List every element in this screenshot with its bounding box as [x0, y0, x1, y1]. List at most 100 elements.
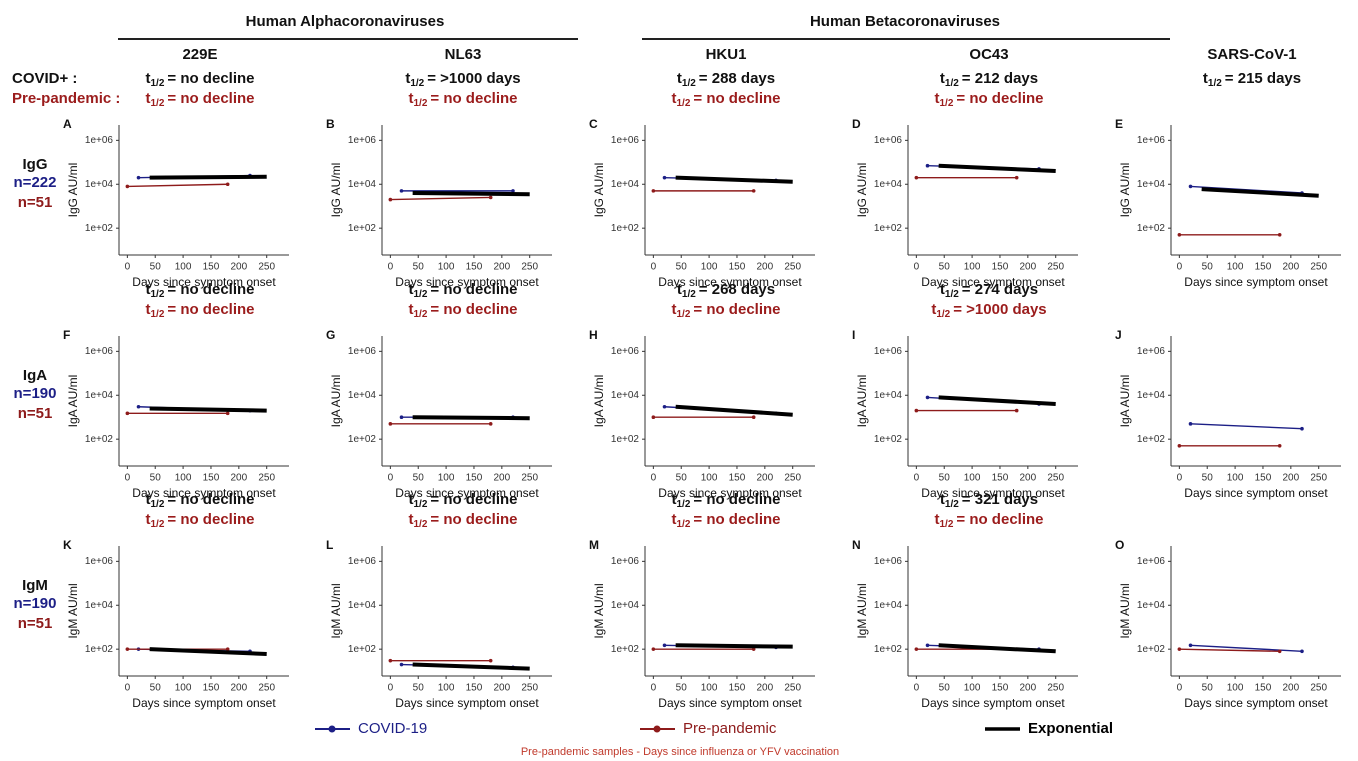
x-tick-label: 100 [1227, 262, 1244, 273]
x-tick-label: 250 [1047, 683, 1064, 694]
x-tick-label: 150 [203, 473, 220, 484]
legend-label: COVID-19 [358, 720, 427, 737]
y-tick-label: 1e+02 [348, 644, 377, 655]
panel-title: OC43 [969, 46, 1008, 63]
half-life-symbol: t [145, 70, 150, 87]
x-tick-label: 50 [1202, 683, 1214, 694]
y-tick-label: 1e+04 [348, 390, 377, 401]
x-tick-label: 150 [466, 683, 483, 694]
row-n-prepandemic: n=51 [18, 405, 53, 422]
x-tick-label: 100 [701, 683, 718, 694]
y-tick-label: 1e+04 [874, 600, 903, 611]
x-tick-label: 100 [438, 683, 455, 694]
x-tick-label: 250 [784, 473, 801, 484]
x-tick-label: 200 [230, 262, 247, 273]
half-life-value: = no decline [167, 511, 254, 528]
y-tick-label: 1e+06 [874, 135, 903, 146]
half-life-value: = 268 days [699, 281, 775, 298]
half-life-subscript: 1/2 [413, 519, 427, 530]
half-life: t1/2 = no decline [671, 511, 780, 530]
x-axis-label: Days since symptom onset [1184, 275, 1328, 289]
x-tick-label: 200 [1282, 473, 1299, 484]
y-axis-label: IgA AU/ml [855, 375, 869, 428]
x-tick-label: 50 [150, 683, 162, 694]
half-life-value: = no decline [430, 90, 517, 107]
half-life: t1/2 = no decline [145, 301, 254, 320]
x-tick-label: 100 [1227, 473, 1244, 484]
half-life-symbol: t [677, 70, 682, 87]
prepandemic-point [1177, 232, 1182, 237]
half-life: t1/2 = 215 days [1203, 70, 1301, 89]
half-life-symbol: t [145, 90, 150, 107]
x-tick-label: 50 [676, 473, 688, 484]
covid-point [1188, 184, 1193, 189]
panel-letter: E [1115, 117, 1123, 131]
row-header-covid: COVID+ : [12, 70, 77, 87]
half-life: t1/2 = >1000 days [931, 301, 1046, 320]
x-tick-label: 50 [413, 262, 425, 273]
half-life: t1/2 = 288 days [677, 70, 775, 89]
prepandemic-point [751, 415, 756, 420]
x-tick-label: 0 [1177, 262, 1183, 273]
prepandemic-point [751, 647, 756, 651]
covid-point [1188, 422, 1193, 426]
half-life-subscript: 1/2 [150, 309, 164, 320]
fit-line [938, 163, 1056, 174]
half-life-subscript: 1/2 [150, 499, 164, 510]
covid-line [1190, 423, 1303, 430]
half-life-value: = 215 days [1225, 70, 1301, 87]
x-tick-label: 150 [203, 683, 220, 694]
x-tick-label: 200 [1282, 683, 1299, 694]
row-header-prepandemic: Pre-pandemic : [12, 90, 120, 107]
x-tick-label: 150 [992, 683, 1009, 694]
half-life-subscript: 1/2 [682, 289, 696, 300]
y-tick-label: 1e+02 [85, 434, 114, 445]
y-tick-label: 1e+04 [348, 179, 377, 190]
prepandemic-point [1277, 649, 1282, 654]
x-tick-label: 100 [438, 262, 455, 273]
x-tick-label: 150 [992, 262, 1009, 273]
prepandemic-point [914, 408, 919, 413]
x-tick-label: 250 [1310, 262, 1327, 273]
x-tick-label: 150 [729, 262, 746, 273]
y-tick-label: 1e+04 [85, 600, 114, 611]
y-tick-label: 1e+06 [348, 556, 377, 567]
half-life-symbol: t [934, 511, 939, 528]
y-tick-label: 1e+02 [611, 223, 640, 234]
prepandemic-point [225, 411, 230, 416]
row-n-prepandemic: n=51 [18, 615, 53, 632]
prepandemic-point [125, 184, 130, 189]
y-tick-label: 1e+06 [348, 346, 377, 357]
row-n-covid: n=222 [14, 174, 57, 191]
prepandemic-point [751, 189, 756, 193]
fit-line [938, 395, 1056, 406]
half-life-subscript: 1/2 [676, 499, 690, 510]
half-life-symbol: t [1203, 70, 1208, 87]
x-axis-label: Days since symptom onset [132, 275, 276, 289]
legend-label: Exponential [1028, 720, 1113, 737]
panel-title: NL63 [445, 46, 482, 63]
half-life-value: = >1000 days [427, 70, 520, 87]
x-tick-label: 0 [651, 683, 657, 694]
y-axis-label: IgM AU/ml [66, 583, 80, 638]
half-life-symbol: t [145, 301, 150, 318]
legend-label: Pre-pandemic [683, 720, 777, 737]
half-life: t1/2 = no decline [408, 90, 517, 109]
x-tick-label: 50 [150, 262, 162, 273]
x-tick-label: 250 [521, 683, 538, 694]
half-life-subscript: 1/2 [676, 519, 690, 530]
half-life: t1/2 = 268 days [677, 281, 775, 300]
x-tick-label: 200 [756, 683, 773, 694]
y-axis-label: IgA AU/ml [1118, 375, 1132, 428]
covid-point [662, 175, 667, 180]
x-tick-label: 200 [756, 262, 773, 273]
half-life-value: = no decline [167, 90, 254, 107]
x-tick-label: 0 [1177, 473, 1183, 484]
y-tick-label: 1e+06 [611, 135, 640, 146]
half-life-symbol: t [408, 90, 413, 107]
panel-letter: D [852, 117, 861, 131]
half-life-subscript: 1/2 [410, 78, 424, 89]
y-tick-label: 1e+02 [1137, 434, 1166, 445]
y-axis-label: IgG AU/ml [66, 163, 80, 218]
half-life: t1/2 = no decline [671, 491, 780, 510]
